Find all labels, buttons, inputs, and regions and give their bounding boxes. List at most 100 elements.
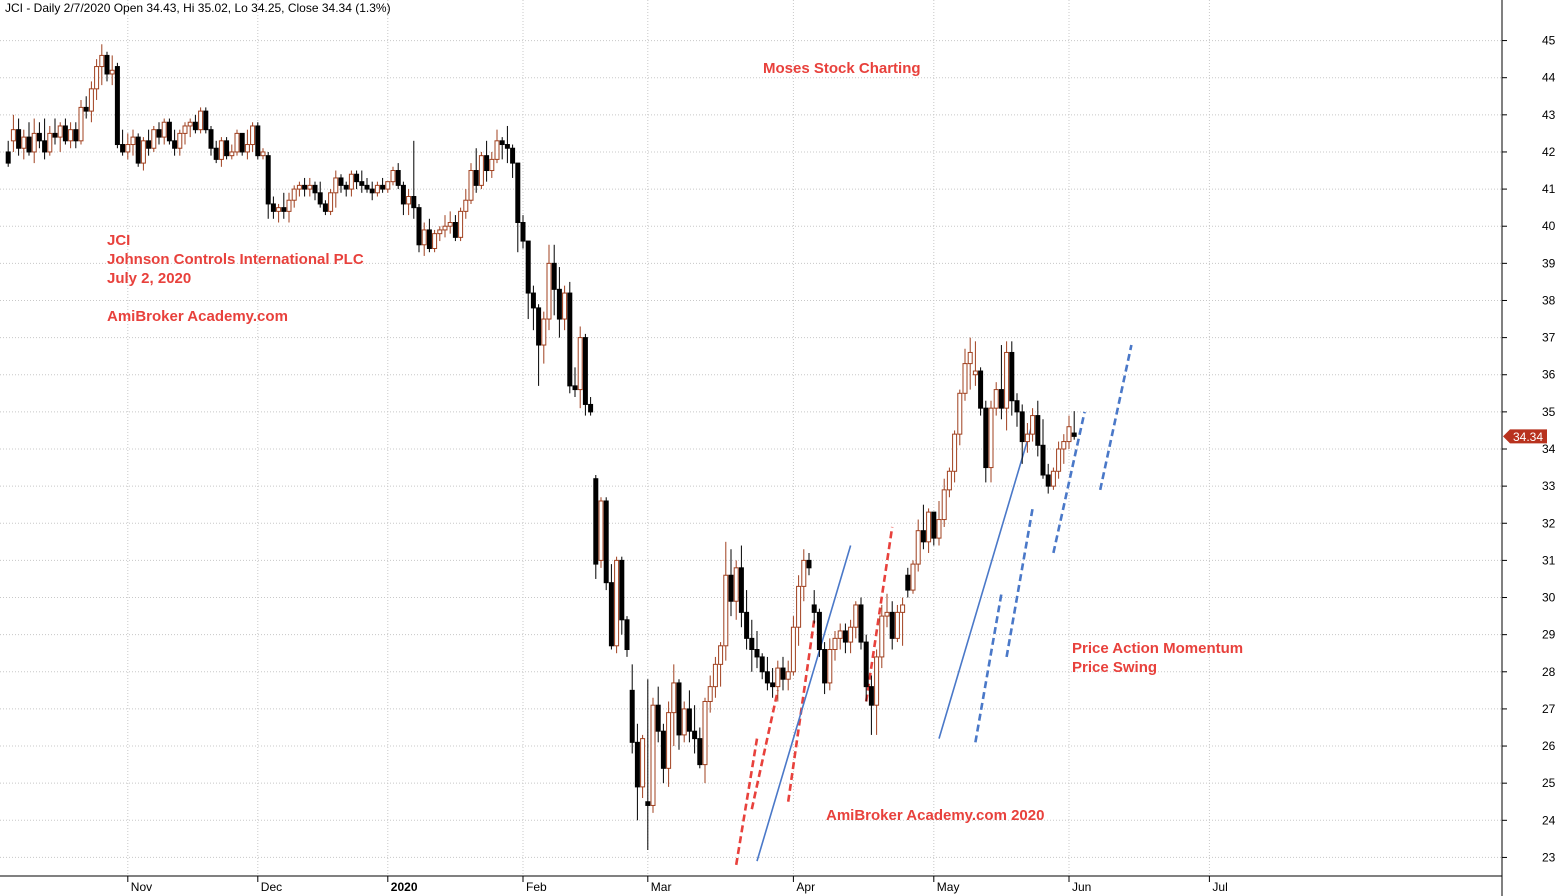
candle-body-up bbox=[151, 129, 157, 149]
candle bbox=[811, 590, 817, 624]
candle bbox=[1071, 411, 1077, 440]
candle bbox=[312, 181, 318, 201]
candle-body-up bbox=[915, 530, 921, 565]
candle bbox=[614, 556, 620, 654]
candle bbox=[894, 604, 900, 643]
candle bbox=[478, 151, 484, 190]
candle-body-up bbox=[1066, 426, 1072, 443]
candle bbox=[983, 400, 989, 483]
y-tick-label: 32 bbox=[1542, 516, 1556, 530]
candle bbox=[411, 140, 417, 219]
candle-body-up bbox=[88, 88, 94, 112]
candle-body-up bbox=[276, 207, 282, 212]
candle bbox=[733, 560, 739, 620]
candle bbox=[562, 285, 568, 331]
candle bbox=[790, 616, 796, 676]
x-tick-label: Jul bbox=[1212, 880, 1227, 894]
y-tick-label: 25 bbox=[1542, 776, 1556, 790]
candle-body-up bbox=[988, 407, 994, 469]
candle-body-down bbox=[114, 66, 120, 146]
candle-body-up bbox=[333, 177, 339, 194]
candle-layer bbox=[5, 44, 1077, 851]
candle bbox=[634, 723, 640, 821]
candle-body-down bbox=[322, 203, 328, 212]
candle-body-up bbox=[385, 181, 391, 190]
y-tick-label: 30 bbox=[1542, 591, 1556, 605]
candle bbox=[1004, 341, 1010, 431]
candle bbox=[203, 107, 209, 134]
candle bbox=[567, 281, 573, 394]
candle bbox=[832, 630, 838, 661]
chart-title: Moses Stock Charting bbox=[763, 60, 921, 77]
candle bbox=[608, 564, 614, 650]
candle-body-up bbox=[837, 630, 843, 639]
candle bbox=[432, 229, 438, 253]
candle bbox=[156, 122, 162, 145]
candle bbox=[915, 519, 921, 572]
candle bbox=[556, 267, 562, 338]
candle bbox=[920, 504, 926, 550]
candle bbox=[952, 430, 958, 483]
candle-body-down bbox=[36, 132, 42, 142]
candle bbox=[16, 118, 22, 156]
candle bbox=[702, 697, 708, 784]
candle bbox=[988, 400, 994, 483]
candle-body-down bbox=[224, 140, 230, 157]
candle-body-down bbox=[863, 641, 869, 688]
candle bbox=[208, 125, 214, 156]
last-price-marker bbox=[1503, 429, 1547, 444]
candle-body-up bbox=[406, 196, 412, 205]
candle-body-down bbox=[317, 192, 323, 205]
candle-body-down bbox=[26, 136, 32, 153]
candle-body-up bbox=[125, 144, 131, 153]
annotation-momentum: Price Action Momentum bbox=[1072, 640, 1243, 657]
candle-body-up bbox=[785, 671, 791, 680]
candle-body-down bbox=[73, 129, 79, 142]
candle-body-down bbox=[619, 559, 625, 621]
candle bbox=[187, 118, 193, 138]
candle-body-up bbox=[109, 69, 115, 75]
x-tick-label: 2020 bbox=[391, 880, 418, 894]
candle-body-up bbox=[1004, 351, 1010, 409]
candle-body-down bbox=[520, 222, 526, 242]
candle bbox=[374, 181, 380, 197]
candle-body-down bbox=[192, 121, 198, 131]
y-tick-label: 35 bbox=[1542, 405, 1556, 419]
candle bbox=[785, 660, 791, 691]
y-tick-label: 38 bbox=[1542, 293, 1556, 307]
candle-body-down bbox=[270, 203, 276, 212]
candle bbox=[525, 240, 531, 320]
candle bbox=[1050, 467, 1056, 490]
candle-body-down bbox=[931, 511, 937, 539]
candle-body-up bbox=[328, 192, 334, 212]
blue-dashed-trendline bbox=[1005, 508, 1034, 658]
candle bbox=[276, 203, 282, 223]
candle-body-up bbox=[260, 151, 266, 157]
candle bbox=[993, 382, 999, 416]
candle-body-up bbox=[478, 155, 484, 186]
candle bbox=[707, 675, 713, 713]
candle-body-down bbox=[660, 730, 666, 769]
candle bbox=[348, 170, 354, 197]
candle-body-up bbox=[894, 611, 900, 639]
candle bbox=[395, 163, 401, 190]
candle-body-down bbox=[62, 125, 68, 142]
candle-body-up bbox=[666, 712, 672, 769]
candle bbox=[10, 114, 16, 152]
candle bbox=[718, 642, 724, 687]
candle bbox=[972, 341, 978, 386]
candle bbox=[1066, 415, 1072, 449]
candle bbox=[437, 226, 443, 242]
candle-body-down bbox=[645, 801, 651, 806]
candle-body-up bbox=[993, 389, 999, 409]
candle-body-down bbox=[1045, 474, 1051, 487]
candle-body-up bbox=[447, 222, 453, 227]
blue-dashed-trendline bbox=[1098, 344, 1133, 491]
candle-body-down bbox=[998, 389, 1004, 409]
x-tick-label: Nov bbox=[131, 880, 152, 894]
candle bbox=[1061, 434, 1067, 464]
candle-body-up bbox=[723, 574, 729, 647]
candle bbox=[21, 129, 27, 160]
candle bbox=[541, 311, 547, 364]
candle-body-down bbox=[655, 704, 661, 732]
